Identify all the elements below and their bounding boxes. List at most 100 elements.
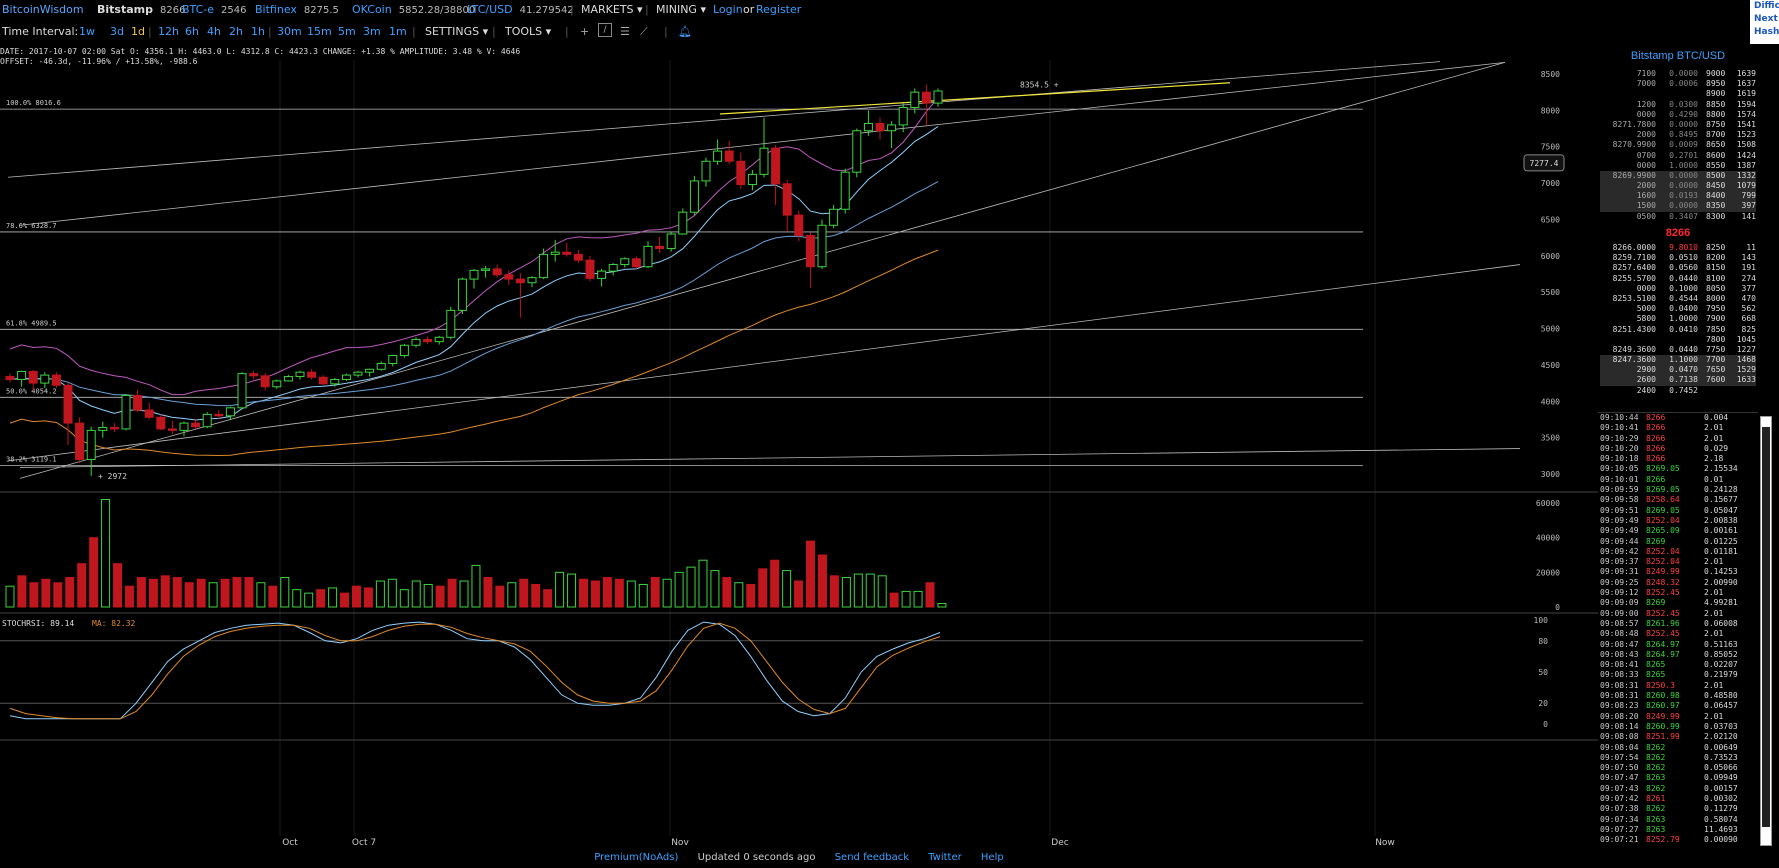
interval-12h[interactable]: 12h — [158, 25, 179, 38]
exchange-ltcusd[interactable]: LTC/USD 41.279542 — [467, 3, 574, 16]
mining-menu[interactable]: MINING ▾ — [656, 3, 706, 16]
order-amount: 0.2701 — [1669, 150, 1698, 160]
interval-1w[interactable]: 1w — [79, 25, 95, 38]
trades-scrollbar[interactable] — [1760, 416, 1772, 846]
order-amount: 0.0470 — [1669, 365, 1698, 375]
feedback-link[interactable]: Send feedback — [834, 852, 910, 863]
login-link[interactable]: Login — [713, 3, 743, 16]
interval-6h[interactable]: 6h — [185, 25, 199, 38]
exchange-bitstamp[interactable]: Bitstamp 8266 — [97, 3, 186, 16]
interval-3d[interactable]: 3d — [110, 25, 124, 38]
trade-price: 8264.97 — [1646, 639, 1680, 649]
brush-icon[interactable]: ⟋ — [640, 25, 648, 38]
order-price: 1600 — [1636, 191, 1656, 201]
bid-row[interactable]: 8253.5100 0.4544 8000 470 — [1600, 294, 1756, 304]
volume-bar — [184, 582, 194, 608]
trade-price: 8252.04 — [1646, 515, 1680, 525]
panel-title[interactable]: Bitstamp BTC/USD — [1630, 50, 1726, 62]
ask-row[interactable]: 1200 0.0300 8850 1594 — [1600, 100, 1756, 110]
volume-bar — [901, 590, 911, 608]
interval-1m[interactable]: 1m — [389, 25, 407, 38]
exchange-bitfinex[interactable]: Bitfinex 8275.5 — [255, 3, 339, 16]
ask-row[interactable]: 1600 0.0193 8400 799 — [1600, 191, 1756, 202]
ask-row[interactable]: 8269.9900 0.0000 8500 1332 — [1600, 170, 1756, 182]
help-link[interactable]: Help — [980, 852, 1004, 863]
ask-row[interactable]: 1500 0.0000 8350 397 — [1600, 201, 1756, 212]
bid-row[interactable]: 7800 1045 — [1600, 335, 1756, 345]
scrollbar-thumb[interactable] — [1762, 427, 1770, 827]
ask-row[interactable]: 7000 0.0006 8950 1637 — [1600, 79, 1756, 89]
depth-volume: 1523 — [1736, 130, 1756, 140]
candle-body — [805, 234, 815, 268]
exchange-btce[interactable]: BTC-e 2546 — [182, 3, 247, 16]
volume-bar — [268, 585, 278, 608]
interval-30m[interactable]: 30m — [277, 25, 302, 38]
interval-1h[interactable]: 1h — [251, 25, 265, 38]
bid-row[interactable]: 8259.7100 0.0510 8200 143 — [1600, 253, 1756, 263]
bell-icon[interactable]: 🔔︎ — [678, 25, 692, 38]
bid-row[interactable]: 8251.4300 0.0410 7850 825 — [1600, 325, 1756, 335]
interval-1d[interactable]: 1d — [131, 25, 145, 38]
interval-2h[interactable]: 2h — [229, 25, 243, 38]
updated-status: Updated 0 seconds ago — [697, 852, 816, 863]
bid-row[interactable]: 2900 0.0470 7650 1529 — [1600, 365, 1756, 376]
ask-row[interactable]: 8270.9900 0.0009 8650 1508 — [1600, 140, 1756, 150]
ask-row[interactable]: 7100 0.0000 9000 1639 — [1600, 69, 1756, 79]
chart-area[interactable]: 100.0% 8016.6 78.6% 6328.7 61.8% 4989.5 50.… — [0, 60, 1598, 852]
twitter-link[interactable]: Twitter — [928, 852, 962, 863]
ask-row[interactable]: 0700 0.2701 8600 1424 — [1600, 151, 1756, 161]
depth-price: 8750 — [1706, 119, 1726, 129]
bid-row[interactable]: 8257.6400 0.0560 8150 191 — [1600, 263, 1756, 273]
interval-5m[interactable]: 5m — [338, 25, 356, 38]
tools-menu[interactable]: TOOLS ▾ — [505, 25, 552, 38]
premium-link[interactable]: Premium(NoAds) — [594, 852, 679, 863]
bid-row[interactable]: 2600 0.7138 7600 1633 — [1600, 375, 1756, 386]
offset-info: OFFSET: -46.3d, -11.96% / +13.58%, -988.… — [0, 57, 198, 66]
bid-row[interactable]: 2400 0.7452 — [1600, 386, 1756, 396]
ask-row[interactable]: 0500 0.3407 8300 141 — [1600, 212, 1756, 222]
trade-row: 09:10:18 8266 2.18 — [1598, 454, 1758, 464]
candle-body — [330, 378, 340, 385]
interval-15m[interactable]: 15m — [307, 25, 332, 38]
bid-row[interactable]: 5800 1.0000 7900 668 — [1600, 314, 1756, 324]
candle-body — [817, 224, 827, 268]
trade-row: 09:07:50 8262 0.05066 — [1598, 763, 1758, 773]
bid-row[interactable]: 8266.0000 9.8010 8250 11 — [1600, 243, 1756, 253]
bid-row[interactable]: 8249.3600 0.0440 7750 1227 — [1600, 345, 1756, 355]
horizontal-lines-icon[interactable]: ☰ — [620, 25, 630, 38]
ask-row[interactable]: 2000 0.0000 8450 1079 — [1600, 181, 1756, 192]
bid-row[interactable]: 8255.5700 0.0440 8100 274 — [1600, 274, 1756, 284]
ask-row[interactable]: 0000 1.0000 8550 1387 — [1600, 161, 1756, 171]
volume-bar — [579, 578, 589, 608]
order-price: 0000 — [1636, 109, 1656, 119]
bid-row[interactable]: 8247.3600 1.1000 7700 1468 — [1600, 355, 1756, 366]
bid-row[interactable]: 5000 0.0400 7950 562 — [1600, 304, 1756, 314]
markets-menu[interactable]: MARKETS ▾ — [581, 3, 643, 16]
trade-row: 09:08:41 8265 0.02207 — [1598, 660, 1758, 670]
ask-row[interactable]: 2000 0.8495 8700 1523 — [1600, 130, 1756, 140]
brand-logo[interactable]: BitcoinWisdom — [2, 3, 84, 16]
interval-4h[interactable]: 4h — [207, 25, 221, 38]
ask-row[interactable]: 8271.7800 0.0000 8750 1541 — [1600, 120, 1756, 130]
trade-amount: 0.01 — [1704, 474, 1724, 484]
price-marker-label: 7277.4 — [1530, 159, 1559, 168]
volume-bar — [590, 580, 600, 608]
depth-volume: 1508 — [1736, 140, 1756, 150]
order-price: 2600 — [1636, 375, 1656, 385]
candle-body — [515, 278, 525, 284]
register-link[interactable]: Register — [756, 3, 802, 16]
crosshair-icon[interactable]: + — [580, 25, 590, 38]
trade-amount: 2.15534 — [1704, 464, 1738, 474]
difficulty-box[interactable]: Diffic Next Hash — [1750, 0, 1779, 44]
bid-row[interactable]: 0000 0.1000 8050 377 — [1600, 284, 1756, 294]
volume-bar — [316, 589, 326, 608]
ask-row[interactable]: 8900 1619 — [1600, 89, 1756, 99]
settings-menu[interactable]: SETTINGS ▾ — [425, 25, 489, 38]
interval-3m[interactable]: 3m — [363, 25, 381, 38]
trade-price: 8262 — [1646, 752, 1666, 762]
trendline-tool-icon[interactable]: / — [598, 23, 612, 37]
exchange-okcoin[interactable]: OKCoin 5852.28/38800 — [352, 3, 476, 16]
ask-row[interactable]: 0000 0.4290 8800 1574 — [1600, 110, 1756, 120]
trade-row: 09:10:20 8266 0.029 — [1598, 444, 1758, 454]
trade-time: 09:07:54 — [1600, 752, 1639, 762]
